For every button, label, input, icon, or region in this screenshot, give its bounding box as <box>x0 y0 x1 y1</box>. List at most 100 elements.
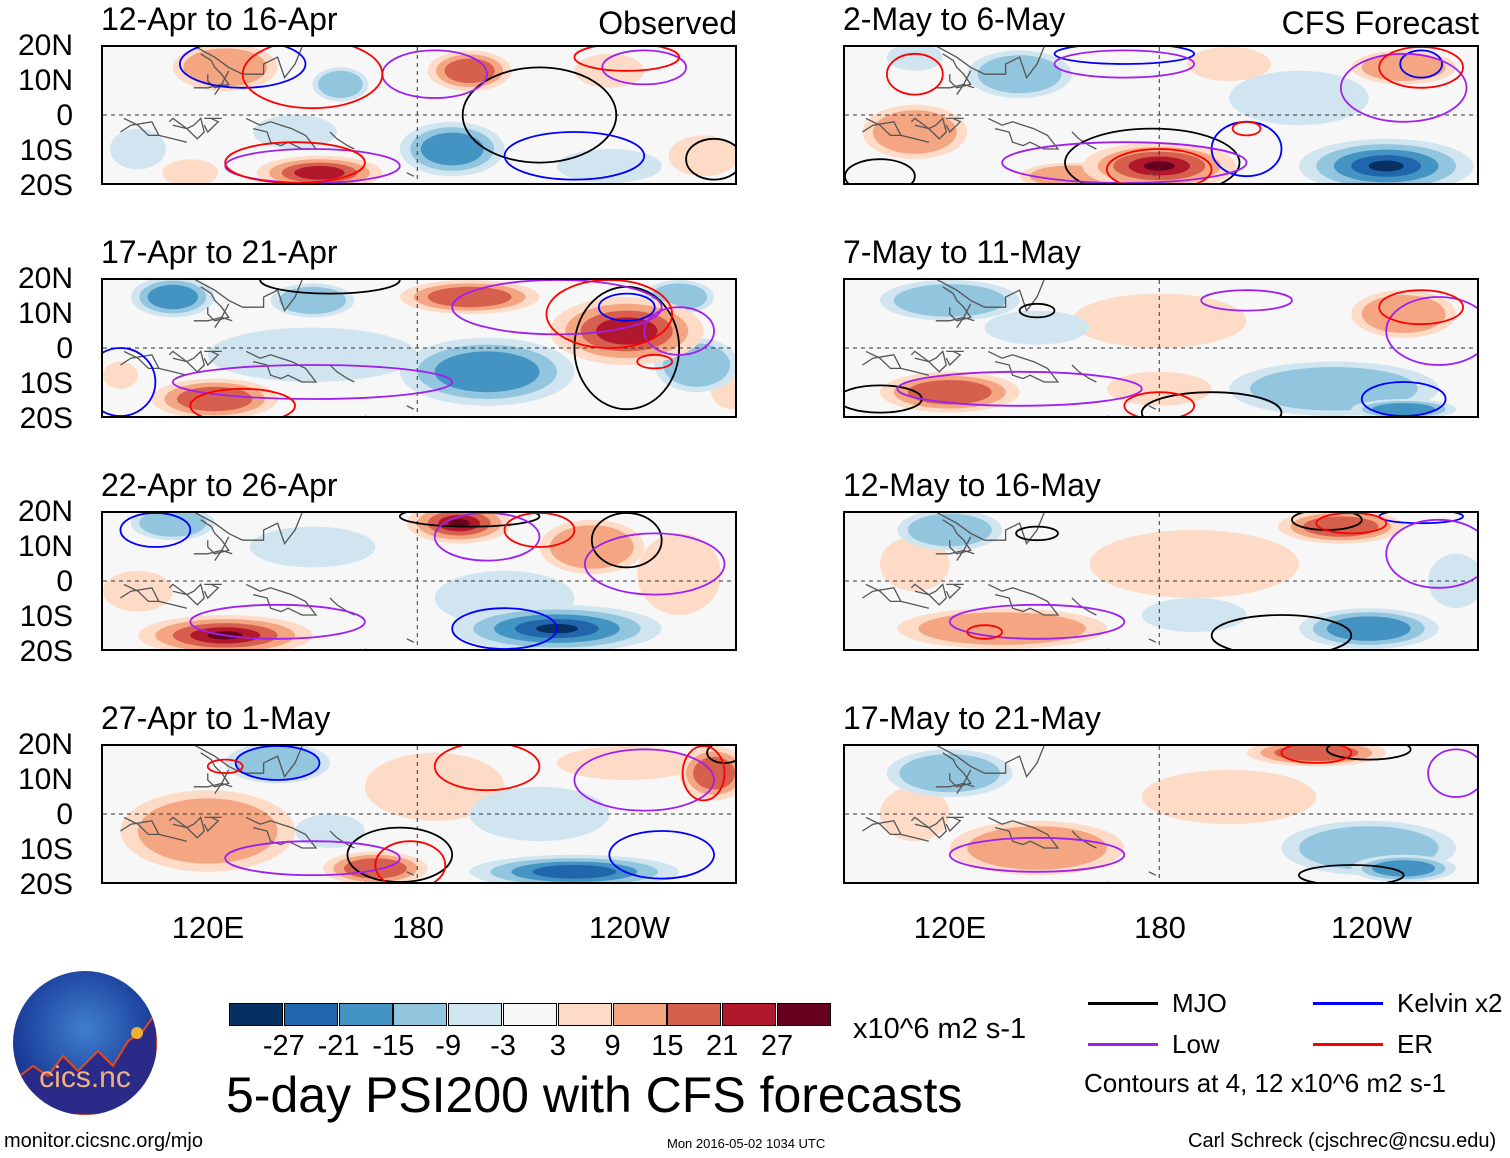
positive-anomaly <box>1274 746 1359 761</box>
low-contour <box>574 749 714 810</box>
low-contour <box>435 513 540 561</box>
lat-label: 0 <box>56 99 73 132</box>
footer-url[interactable]: monitor.cicsnc.org/mjo <box>4 1130 203 1152</box>
panel-label: CFS Forecast <box>1281 5 1479 41</box>
kelvin-contour <box>452 608 557 649</box>
colorbar-tick-label: 27 <box>760 1030 794 1062</box>
er-contour <box>1316 513 1386 533</box>
positive-anomaly <box>549 525 634 569</box>
er-contour <box>435 744 540 790</box>
coastline <box>246 351 316 382</box>
negative-anomaly <box>469 786 610 842</box>
panel-title: 7-May to 11-May <box>843 234 1081 270</box>
negative-anomaly <box>1428 553 1477 609</box>
mjo-contour <box>845 159 915 185</box>
low-contour <box>173 365 452 399</box>
positive-anomaly <box>918 612 1086 645</box>
coastline <box>120 351 158 368</box>
coastline <box>1107 882 1114 884</box>
panel-title: 17-May to 21-May <box>843 700 1101 736</box>
panel-title: 27-Apr to 1-May <box>101 700 331 736</box>
er-contour <box>243 45 383 108</box>
mjo-contour <box>1065 129 1240 185</box>
colorbar-swatch <box>777 1003 831 1026</box>
panel-label: Observed <box>598 5 737 41</box>
lat-label: 10N <box>17 297 73 330</box>
mjo-contour <box>1020 304 1055 318</box>
lon-label: 120E <box>171 910 245 945</box>
mjo-legend-line <box>1088 1002 1158 1005</box>
coastline <box>925 45 1044 78</box>
coastline <box>201 520 229 554</box>
coastline <box>365 649 372 651</box>
coastline <box>204 351 221 365</box>
low-legend-line <box>1088 1043 1158 1046</box>
coastline <box>120 118 158 135</box>
negative-anomaly <box>977 55 1062 94</box>
coastline <box>901 368 929 375</box>
positive-anomaly <box>1141 769 1317 825</box>
kelvin-legend-line <box>1313 1002 1383 1005</box>
coastline <box>911 118 946 138</box>
coastline <box>943 753 971 787</box>
low-contour <box>1386 297 1479 365</box>
positive-anomaly <box>668 135 735 177</box>
kelvin-contour <box>1055 45 1195 64</box>
map-panel <box>843 45 1479 185</box>
coastline <box>204 817 221 831</box>
er-contour <box>683 746 725 800</box>
figure-title: 5-day PSI200 with CFS forecasts <box>226 1067 963 1123</box>
mjo-legend-label: MJO <box>1172 988 1227 1018</box>
mjo-contour <box>1327 744 1411 760</box>
colorbar-swatch <box>393 1003 448 1026</box>
low-contour <box>950 838 1125 872</box>
negative-anomaly <box>886 47 943 71</box>
er-contour <box>1379 290 1463 324</box>
coastline <box>946 817 963 831</box>
er-contour <box>1124 392 1194 418</box>
low-legend-label: Low <box>1172 1029 1220 1059</box>
coastline <box>925 511 1044 544</box>
lat-label: 10S <box>19 833 73 866</box>
negative-anomaly <box>1372 403 1436 416</box>
coastline <box>204 584 221 598</box>
coastline <box>1149 406 1156 409</box>
coastline <box>988 118 1058 149</box>
coastline <box>936 783 974 786</box>
colorbar-swatch <box>557 1003 612 1026</box>
map-panel <box>101 744 737 884</box>
coastline <box>159 368 187 375</box>
coastline <box>169 351 204 371</box>
coastline <box>120 584 158 601</box>
positive-anomaly <box>183 48 268 87</box>
positive-anomaly <box>177 386 253 412</box>
mjo-contour <box>1016 527 1058 541</box>
positive-anomaly <box>162 159 219 183</box>
coastline <box>330 132 354 149</box>
low-contour <box>950 605 1125 639</box>
coastline <box>901 601 929 608</box>
colorbar-swatch <box>448 1003 503 1026</box>
map-panel <box>843 278 1479 418</box>
colorbar-swatch <box>338 1003 393 1026</box>
colorbar-tick-label: 3 <box>549 1030 566 1062</box>
kelvin-contour <box>1400 50 1442 77</box>
colorbar-swatch <box>229 1003 283 1026</box>
positive-anomaly <box>693 756 735 790</box>
mjo-contour <box>463 67 617 162</box>
low-contour <box>1386 520 1479 588</box>
coastline <box>183 511 302 544</box>
coastline <box>1149 173 1156 176</box>
er-contour <box>574 45 679 71</box>
coastline <box>194 783 232 786</box>
negative-anomaly <box>556 149 662 183</box>
footer-timestamp: Mon 2016-05-02 1034 UTC <box>667 1136 826 1151</box>
lon-label: 120W <box>1331 910 1412 945</box>
low-contour <box>452 280 662 334</box>
coastline <box>936 84 974 87</box>
positive-anomaly <box>596 317 658 345</box>
kelvin-contour <box>609 831 714 879</box>
positive-anomaly <box>364 752 505 821</box>
negative-anomaly <box>984 310 1090 345</box>
